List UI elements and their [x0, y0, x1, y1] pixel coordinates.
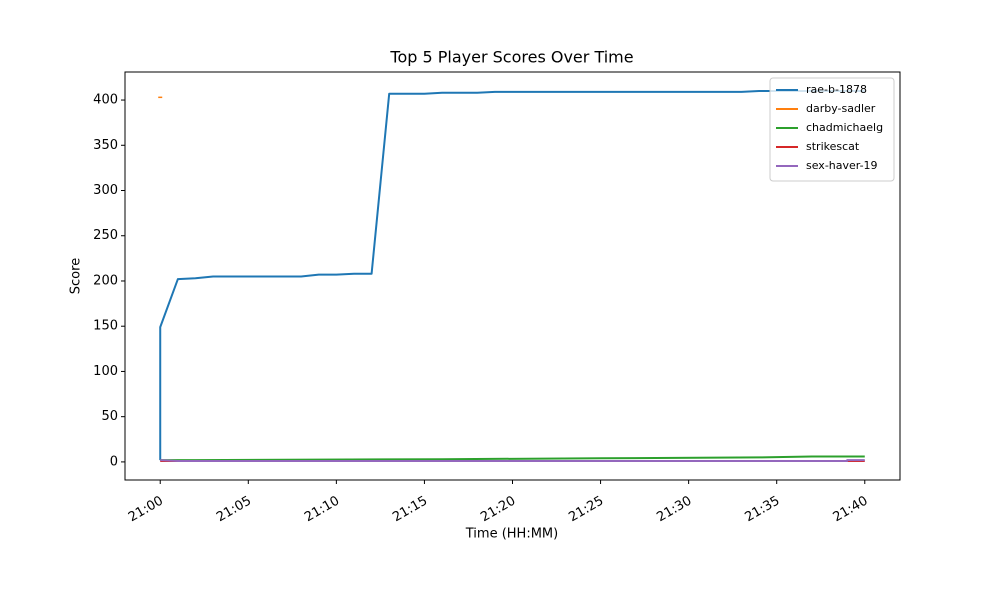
legend-label: darby-sadler — [806, 102, 876, 115]
y-tick-label: 300 — [93, 183, 118, 198]
x-tick-label: 21:30 — [654, 494, 694, 526]
legend-frame — [769, 77, 895, 182]
y-tick-label: 250 — [93, 228, 118, 243]
legend-label: chadmichaelg — [806, 121, 883, 134]
x-tick-label: 21:00 — [126, 494, 166, 526]
y-tick-label: 400 — [93, 93, 118, 108]
y-tick-label: 0 — [110, 454, 118, 469]
y-tick-label: 100 — [93, 364, 118, 379]
y-axis-label: Score — [69, 258, 84, 294]
x-tick-label: 21:35 — [743, 494, 783, 526]
chart-title: Top 5 Player Scores Over Time — [389, 48, 633, 67]
x-tick-label: 21:25 — [566, 494, 606, 526]
legend: rae-b-1878 darby-sadler chadmichaelg strike… — [769, 77, 895, 182]
series-line — [160, 459, 865, 462]
y-tick-label: 50 — [101, 409, 118, 424]
x-tick-label: 21:10 — [302, 494, 342, 526]
y-tick-label: 350 — [93, 138, 118, 153]
x-axis-label: Time (HH:MM) — [465, 527, 558, 542]
plot-frame — [124, 71, 901, 481]
x-tick-label: 21:15 — [390, 494, 430, 526]
x-tick-label: 21:40 — [831, 494, 871, 526]
series-line — [160, 455, 865, 462]
series-line — [159, 90, 865, 461]
legend-label: sex-haver-19 — [806, 159, 878, 172]
legend-label: strikescat — [806, 140, 860, 153]
y-tick-label: 200 — [93, 273, 118, 288]
legend-label: rae-b-1878 — [806, 83, 867, 96]
y-tick-label: 150 — [93, 319, 118, 334]
x-tick-label: 21:05 — [214, 494, 254, 526]
x-tick-label: 21:20 — [478, 494, 518, 526]
